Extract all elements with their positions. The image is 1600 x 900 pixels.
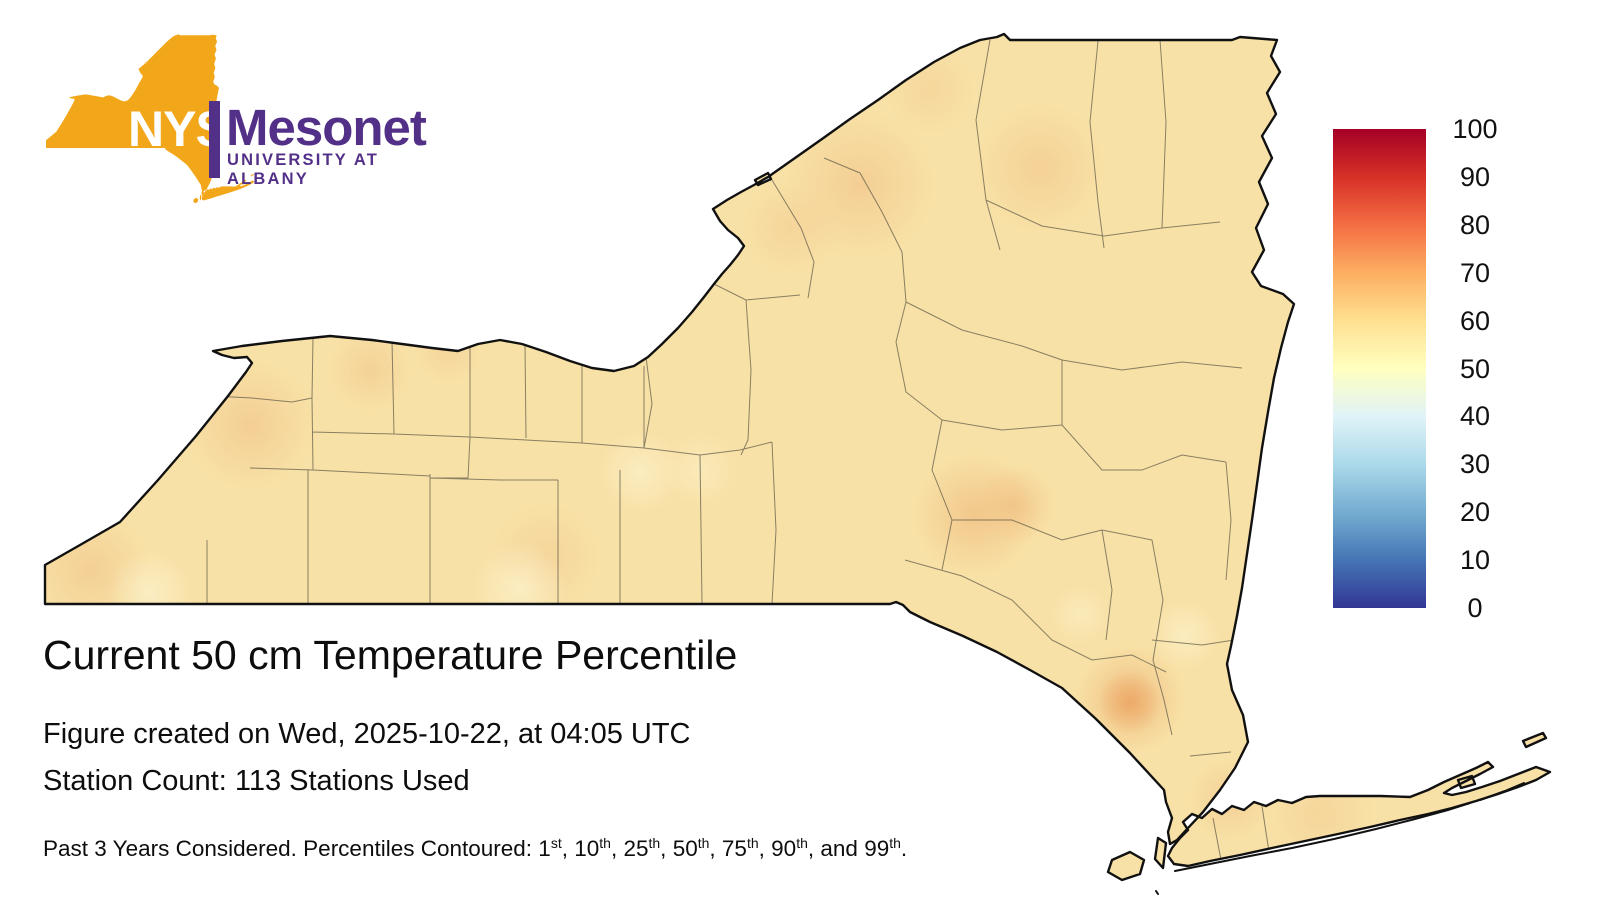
colorbar-tick-label: 100 (1452, 114, 1498, 144)
percentile-item: 10th (574, 835, 611, 861)
colorbar-tick-label: 70 (1459, 257, 1491, 288)
colorbar-tick-label: 20 (1459, 497, 1491, 528)
county-boundaries (206, 39, 1270, 861)
colorbar-tick-label: 90 (1459, 161, 1491, 192)
figure-created-line: Figure created on Wed, 2025-10-22, at 04… (43, 718, 691, 750)
colorbar-tick-label: 30 (1459, 449, 1491, 480)
percentiles-footnote: Past 3 Years Considered. Percentiles Con… (43, 835, 908, 861)
percentile-item: 75th (721, 835, 759, 861)
colorbar-tick-label: 80 (1459, 209, 1491, 240)
nys-mesonet-logo: NYS Mesonet UNIVERSITY AT ALBANY (0, 0, 427, 220)
logo-name-text: Mesonet (226, 99, 427, 156)
percentile-item: 25th (623, 835, 661, 861)
colorbar-tick-label: 10 (1459, 545, 1491, 576)
logo-subtitle-text: UNIVERSITY AT ALBANY (227, 151, 380, 188)
percentile-item: 50th (672, 835, 710, 861)
percentile-item: 99th (864, 835, 901, 861)
colorbar-tick-label: 60 (1459, 305, 1491, 336)
station-count-line: Station Count: 113 Stations Used (43, 765, 470, 797)
figure-title: Current 50 cm Temperature Percentile (43, 632, 738, 678)
percentile-item: 1st (538, 835, 562, 861)
colorbar-tick-label: 40 (1459, 401, 1491, 432)
colorbar-tick-label: 50 (1459, 353, 1491, 384)
percentile-item: 90th (771, 835, 808, 861)
long-island-barrier-islands (1155, 782, 1525, 895)
colorbar-tick-label: 0 (1467, 593, 1483, 623)
logo-divider-bar (209, 101, 220, 178)
colorbar-gradient (1333, 129, 1426, 608)
